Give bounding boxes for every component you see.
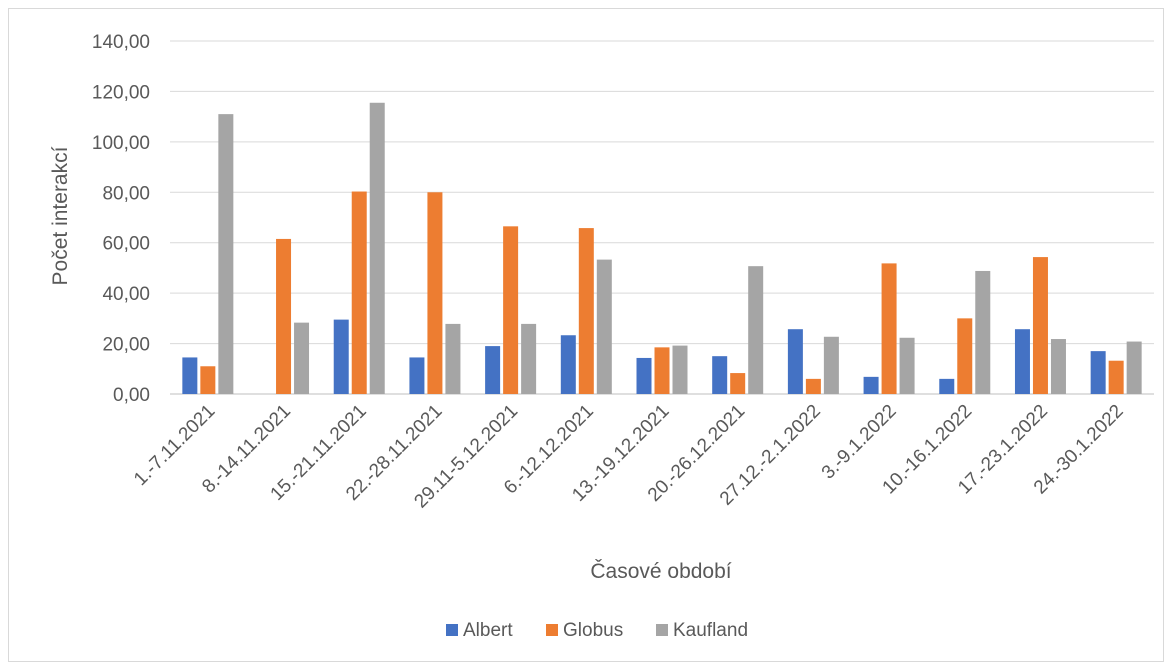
bar-kaufland [294, 322, 310, 394]
legend-label-kaufland: Kaufland [673, 620, 748, 641]
y-tick-label: 140,00 [92, 32, 150, 53]
legend-label-globus: Globus [563, 620, 623, 641]
legend-swatch-kaufland [656, 624, 668, 636]
bar-globus [1032, 257, 1048, 394]
bar-globus [881, 263, 897, 394]
x-axis-title: Časové období [590, 560, 731, 583]
bar-albert [712, 356, 728, 394]
bar-globus [578, 228, 594, 394]
bars [182, 102, 1142, 395]
bar-albert [787, 329, 803, 394]
bar-kaufland [218, 114, 234, 394]
bar-albert [939, 378, 955, 394]
bar-globus [654, 347, 670, 394]
legend-swatch-albert [446, 624, 458, 636]
legend-label-albert: Albert [463, 620, 513, 641]
y-tick-label: 40,00 [102, 284, 150, 305]
bar-kaufland [672, 345, 688, 394]
bar-globus [957, 318, 973, 394]
bar-kaufland [521, 323, 537, 394]
bar-albert [636, 357, 652, 394]
y-tick-label: 80,00 [102, 183, 150, 204]
bar-globus [730, 373, 746, 394]
y-axis-ticks: 0,00 20,00 40,00 60,00 80,00 100,00 120,00 140,… [92, 32, 150, 406]
bar-kaufland [1050, 339, 1066, 394]
y-tick-label: 60,00 [102, 234, 150, 255]
bar-kaufland [748, 266, 764, 394]
x-axis-ticks: 1.-7.11.20218.-14.11.202115.-21.11.20212… [130, 401, 1128, 513]
legend-swatch-globus [546, 624, 558, 636]
bar-albert [333, 319, 349, 394]
y-tick-label: 20,00 [102, 335, 150, 356]
y-axis-title: Počet interakcí [49, 146, 72, 285]
bar-kaufland [1126, 341, 1142, 394]
bar-globus [503, 226, 519, 394]
bar-globus [351, 191, 367, 394]
bar-albert [1014, 329, 1030, 394]
x-tick-label: 3.-9.1.2022 [818, 401, 901, 484]
bar-albert [560, 335, 576, 394]
bar-globus [1108, 360, 1124, 394]
y-tick-label: 100,00 [92, 133, 150, 154]
bar-kaufland [899, 337, 915, 394]
gridlines [170, 40, 1154, 395]
bar-albert [182, 357, 198, 394]
bar-albert [409, 357, 425, 394]
bar-albert [1090, 351, 1106, 394]
bar-kaufland [823, 336, 839, 394]
bar-kaufland [975, 270, 991, 394]
y-tick-label: 120,00 [92, 82, 150, 103]
y-tick-label: 0,00 [113, 385, 150, 406]
bar-globus [276, 238, 292, 394]
bar-globus [805, 378, 821, 394]
legend: Albert Globus Kaufland [446, 620, 748, 641]
bar-globus [200, 366, 216, 394]
bar-globus [427, 192, 443, 394]
bar-kaufland [445, 323, 461, 394]
bar-albert [485, 346, 501, 394]
bar-kaufland [596, 259, 612, 394]
bar-albert [863, 376, 879, 394]
bar-kaufland [369, 102, 385, 395]
